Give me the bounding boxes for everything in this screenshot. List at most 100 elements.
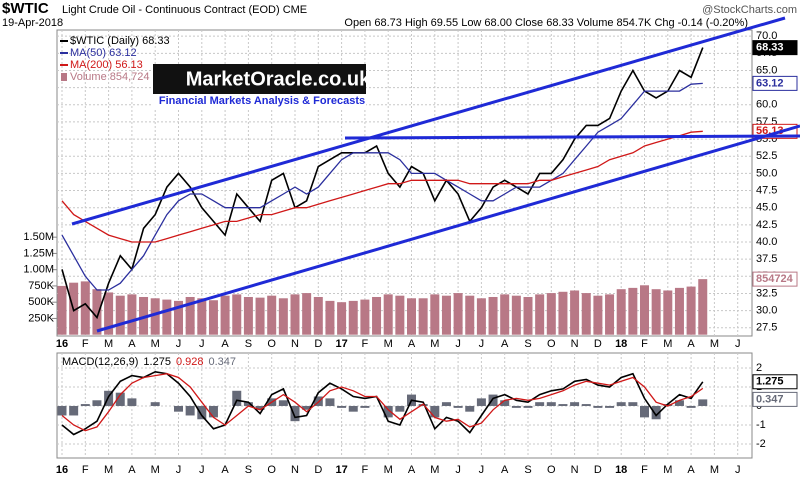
end-label: 854724 [756, 273, 794, 285]
bar [174, 405, 183, 412]
legend-label: Volume 854,724 [70, 71, 150, 83]
bar [465, 405, 475, 412]
x-tick-label: M [384, 464, 393, 476]
bar [57, 285, 67, 335]
x-tick-label: 18 [615, 464, 627, 476]
bar [92, 289, 102, 335]
end-label-box [752, 75, 798, 91]
x-tick-label: N [571, 338, 579, 350]
bar [605, 405, 615, 408]
bar [651, 405, 661, 420]
y-tick-label: 50.0 [756, 167, 777, 179]
bar [651, 289, 661, 335]
bar [80, 281, 90, 335]
bar [511, 405, 521, 408]
bar [139, 296, 149, 335]
x-tick-label: M [104, 464, 113, 476]
bar [313, 396, 323, 406]
bar [360, 299, 370, 335]
y-tick-label: 65.0 [756, 64, 777, 76]
x-tick-label: J [455, 464, 461, 476]
bar [441, 402, 451, 406]
bar [546, 402, 556, 406]
y2-tick-label: 250K [28, 312, 54, 324]
legend-label: $WTIC (Daily) 68.33 [70, 35, 170, 47]
x-tick-label: A [408, 338, 416, 350]
bar [640, 285, 649, 335]
bar [255, 405, 265, 410]
bar [523, 405, 533, 408]
logo-band [153, 94, 366, 108]
bar [57, 405, 67, 416]
x-tick-label: A [501, 338, 509, 350]
x-tick-label: A [687, 338, 695, 350]
bar [255, 297, 265, 335]
bar [535, 294, 545, 335]
x-tick-label: A [221, 338, 229, 350]
bar [605, 294, 615, 335]
x-tick-label: J [479, 338, 485, 350]
bar [686, 286, 696, 335]
legend-value: 1.275 [143, 356, 171, 368]
bar [558, 291, 568, 335]
x-tick-label: M [384, 338, 393, 350]
legend-swatch [61, 73, 67, 81]
bar [69, 405, 79, 416]
bar [395, 295, 405, 335]
y2-tick-label: 1.00M [23, 264, 54, 276]
series-line [61, 47, 704, 320]
x-tick-label: N [571, 464, 579, 476]
bar [337, 302, 347, 335]
bar [150, 402, 160, 406]
end-label: 63.12 [756, 77, 784, 89]
bar [290, 294, 300, 335]
x-tick-label: A [128, 464, 136, 476]
bar [348, 300, 358, 335]
x-tick-label: N [291, 338, 299, 350]
y2-tick-label: 500K [28, 296, 54, 308]
y-tick-label: 70.0 [756, 30, 777, 42]
bar [232, 390, 242, 406]
x-tick-label: A [408, 464, 416, 476]
x-tick-label: M [151, 338, 160, 350]
bar [511, 295, 521, 335]
x-tick-label: O [547, 338, 556, 350]
quote: Open 68.73 High 69.55 Low 68.00 Close 68… [344, 17, 748, 29]
bar [278, 400, 288, 406]
y-tick-label: 45.0 [756, 202, 777, 214]
series-line [61, 130, 703, 243]
trend-line [344, 134, 800, 140]
bar [127, 294, 137, 335]
logo-subtitle: Financial Markets Analysis & Forecasts [159, 95, 365, 107]
bar [243, 402, 253, 406]
bar [616, 289, 626, 335]
bar [674, 400, 684, 406]
bar [640, 405, 649, 418]
x-tick-label: D [594, 464, 602, 476]
x-tick-label: D [594, 338, 602, 350]
y-tick-label: 40.0 [756, 236, 777, 248]
bar [418, 298, 428, 335]
logo-title: MarketOracle.co.uk [186, 68, 371, 90]
x-tick-label: J [199, 338, 205, 350]
bar [127, 398, 137, 406]
chart-subtitle: Light Crude Oil - Continuous Contract (E… [62, 4, 307, 16]
x-tick-label: A [221, 464, 229, 476]
x-tick-label: J [735, 338, 741, 350]
bar [92, 400, 102, 406]
legend-value: 0.347 [208, 356, 236, 368]
bar [313, 296, 323, 335]
x-tick-label: M [430, 338, 439, 350]
x-tick-label: 17 [335, 338, 347, 350]
bar [115, 295, 125, 335]
x-tick-label: 16 [56, 464, 68, 476]
x-tick-label: 16 [56, 338, 68, 350]
end-label: 0.347 [756, 393, 784, 405]
bar [208, 300, 218, 335]
chart-title: $WTIC [2, 0, 49, 17]
series-line [61, 370, 704, 436]
bar [243, 296, 253, 335]
x-tick-label: D [314, 338, 322, 350]
x-tick-label: M [151, 464, 160, 476]
